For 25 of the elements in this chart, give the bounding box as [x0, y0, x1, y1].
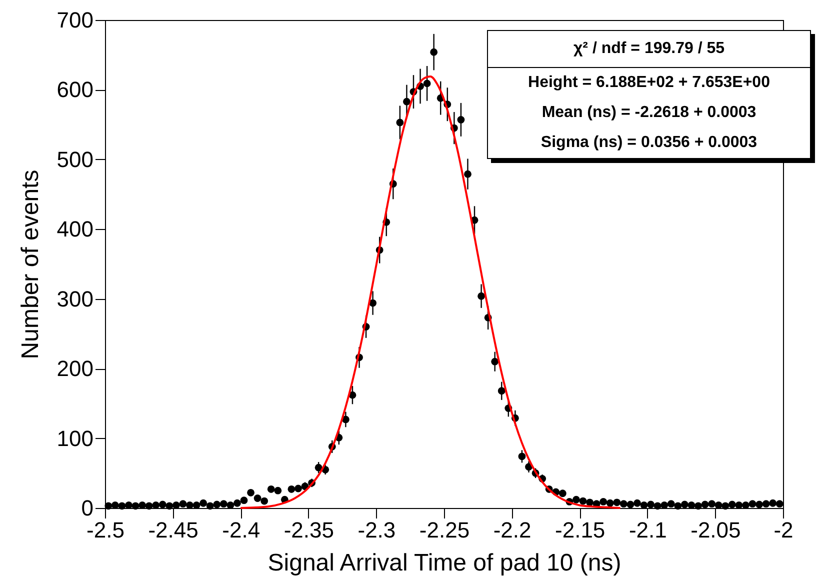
annotation: Height = 6.188E+02 + 7.653E+00 — [527, 73, 771, 93]
x-tick-label: -2.3 — [358, 518, 396, 542]
y-tick-label: 300 — [56, 286, 94, 312]
y-tick-label: 400 — [56, 216, 94, 242]
x-tick-label: -2.4 — [222, 518, 260, 542]
y-tick-label: 100 — [56, 426, 94, 451]
x-axis-title: Signal Arrival Time of pad 10 (ns) — [268, 550, 622, 576]
annotation: χ² / ndf = 199.79 / 55 — [572, 39, 726, 59]
x-tick-label: -2.45 — [148, 518, 198, 542]
y-tick-label: 0 — [81, 496, 94, 520]
annotation: Mean (ns) = -2.2618 + 0.0003 — [540, 103, 758, 123]
x-tick-label: -2.05 — [690, 518, 741, 542]
x-tick-label: -2.15 — [555, 518, 606, 542]
y-tick-label: 600 — [56, 77, 94, 102]
x-tick-label: -2 — [774, 518, 794, 542]
x-tick-label: -2.2 — [493, 518, 532, 542]
x-tick-label: -2.35 — [284, 518, 334, 542]
y-tick-label: 700 — [56, 8, 94, 32]
annotation: Sigma (ns) = 0.0356 + 0.0003 — [540, 133, 758, 153]
y-tick-label: 200 — [56, 356, 94, 382]
x-tick-label: -2.5 — [86, 518, 124, 542]
x-tick-label: -2.25 — [419, 518, 470, 542]
x-tick-label: -2.1 — [628, 518, 667, 542]
y-tick-label: 500 — [56, 146, 94, 172]
y-axis-title: Number of events — [16, 170, 44, 360]
